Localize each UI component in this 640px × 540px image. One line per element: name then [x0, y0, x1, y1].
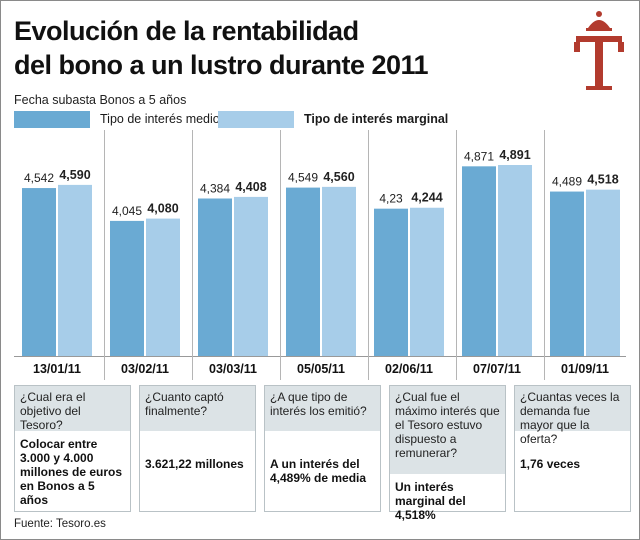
legend-item-medio: Tipo de interés medio [14, 110, 220, 128]
logo-t-left [574, 42, 580, 52]
qa-box-1: ¿Cual era el objetivo del Tesoro? Coloca… [14, 385, 131, 512]
bar-marginal [410, 207, 444, 356]
qa-question-5: ¿Cuantas veces la demanda fue mayor que … [515, 386, 630, 446]
category-label: 01/09/11 [561, 362, 609, 376]
qa-answer-1: Colocar entre 3.000 y 4.000 millones de … [20, 437, 123, 507]
bar-medio [462, 166, 496, 356]
data-label-marginal: 4,518 [587, 173, 618, 187]
chart-separator [456, 130, 457, 380]
bar-marginal [498, 165, 532, 356]
chart-baseline [14, 356, 626, 357]
bar-medio [198, 198, 232, 356]
data-label-marginal: 4,080 [147, 202, 178, 216]
category-label: 07/07/11 [473, 362, 521, 376]
qa-box-3: ¿A que tipo de interés los emitió? A un … [264, 385, 381, 512]
qa-box-4: ¿Cual fue el máximo interés que el Tesor… [389, 385, 506, 522]
category-label: 13/01/11 [33, 362, 81, 376]
data-label-medio: 4,549 [288, 171, 318, 185]
data-label-medio: 4,542 [24, 171, 54, 185]
qa-question-3: ¿A que tipo de interés los emitió? [265, 386, 380, 431]
qa-answer-4: Un interés marginal del 4,518% [395, 480, 466, 522]
tesoro-logo [574, 11, 624, 90]
qa-box-5: ¿Cuantas veces la demanda fue mayor que … [514, 385, 631, 512]
legend-swatch-marginal [218, 110, 294, 128]
data-label-medio: 4,23 [379, 192, 403, 206]
legend-label-marginal: Tipo de interés marginal [304, 112, 449, 126]
bar-medio [286, 187, 320, 356]
bar-chart: 4,542 4,590 13/01/11 4,045 4,080 03/02/11 4,38… [14, 130, 626, 380]
bar-marginal [322, 186, 356, 356]
category-label: 03/03/11 [209, 362, 257, 376]
data-label-medio: 4,045 [112, 204, 142, 218]
logo-crown [588, 20, 610, 28]
legend-item-marginal: Tipo de interés marginal [218, 110, 448, 128]
category-label: 02/06/11 [385, 362, 433, 376]
chart-title: Evolución de la rentabilidad del bono a … [14, 14, 429, 82]
logo-crown-base [586, 28, 612, 31]
logo-t-stem [595, 42, 603, 86]
data-label-marginal: 4,408 [235, 180, 266, 194]
bar-marginal [146, 218, 180, 356]
title-line-2: del bono a un lustro durante 2011 [14, 50, 429, 80]
chart-separator [104, 130, 105, 380]
legend-swatch-medio [14, 110, 90, 128]
bar-medio [374, 208, 408, 356]
bar-marginal [586, 189, 620, 356]
data-label-marginal: 4,560 [323, 170, 354, 184]
qa-question-2: ¿Cuanto captó finalmente? [140, 386, 255, 431]
category-label: 05/05/11 [297, 362, 345, 376]
bar-marginal [234, 196, 268, 356]
logo-crown-top [596, 11, 602, 17]
bar-medio [110, 220, 144, 356]
qa-answer-3: A un interés del 4,489% de media [270, 457, 367, 485]
chart-separator [544, 130, 545, 380]
data-label-marginal: 4,590 [59, 168, 90, 182]
data-label-medio: 4,871 [464, 149, 494, 163]
data-label-medio: 4,489 [552, 175, 582, 189]
logo-t-bar [576, 36, 622, 42]
chart-separator [192, 130, 193, 380]
data-label-marginal: 4,891 [499, 148, 530, 162]
title-line-1: Evolución de la rentabilidad [14, 16, 359, 46]
legend-label-medio: Tipo de interés medio [100, 112, 220, 126]
data-label-marginal: 4,244 [411, 191, 442, 205]
category-label: 03/02/11 [121, 362, 169, 376]
bar-medio [550, 191, 584, 356]
source-note: Fuente: Tesoro.es [14, 518, 106, 530]
qa-answer-5: 1,76 veces [520, 457, 581, 471]
chart-separator [280, 130, 281, 380]
bar-marginal [58, 184, 92, 356]
logo-t-foot [586, 86, 612, 90]
qa-box-2: ¿Cuanto captó finalmente? 3.621,22 millo… [139, 385, 256, 512]
logo-t-right [618, 42, 624, 52]
chart-separator [368, 130, 369, 380]
chart-subtitle: Fecha subasta Bonos a 5 años [14, 93, 187, 107]
qa-answer-2: 3.621,22 millones [145, 457, 244, 471]
qa-question-4: ¿Cual fue el máximo interés que el Tesor… [390, 386, 505, 474]
data-label-medio: 4,384 [200, 181, 230, 195]
qa-question-1: ¿Cual era el objetivo del Tesoro? [15, 386, 130, 432]
bar-medio [22, 188, 56, 356]
